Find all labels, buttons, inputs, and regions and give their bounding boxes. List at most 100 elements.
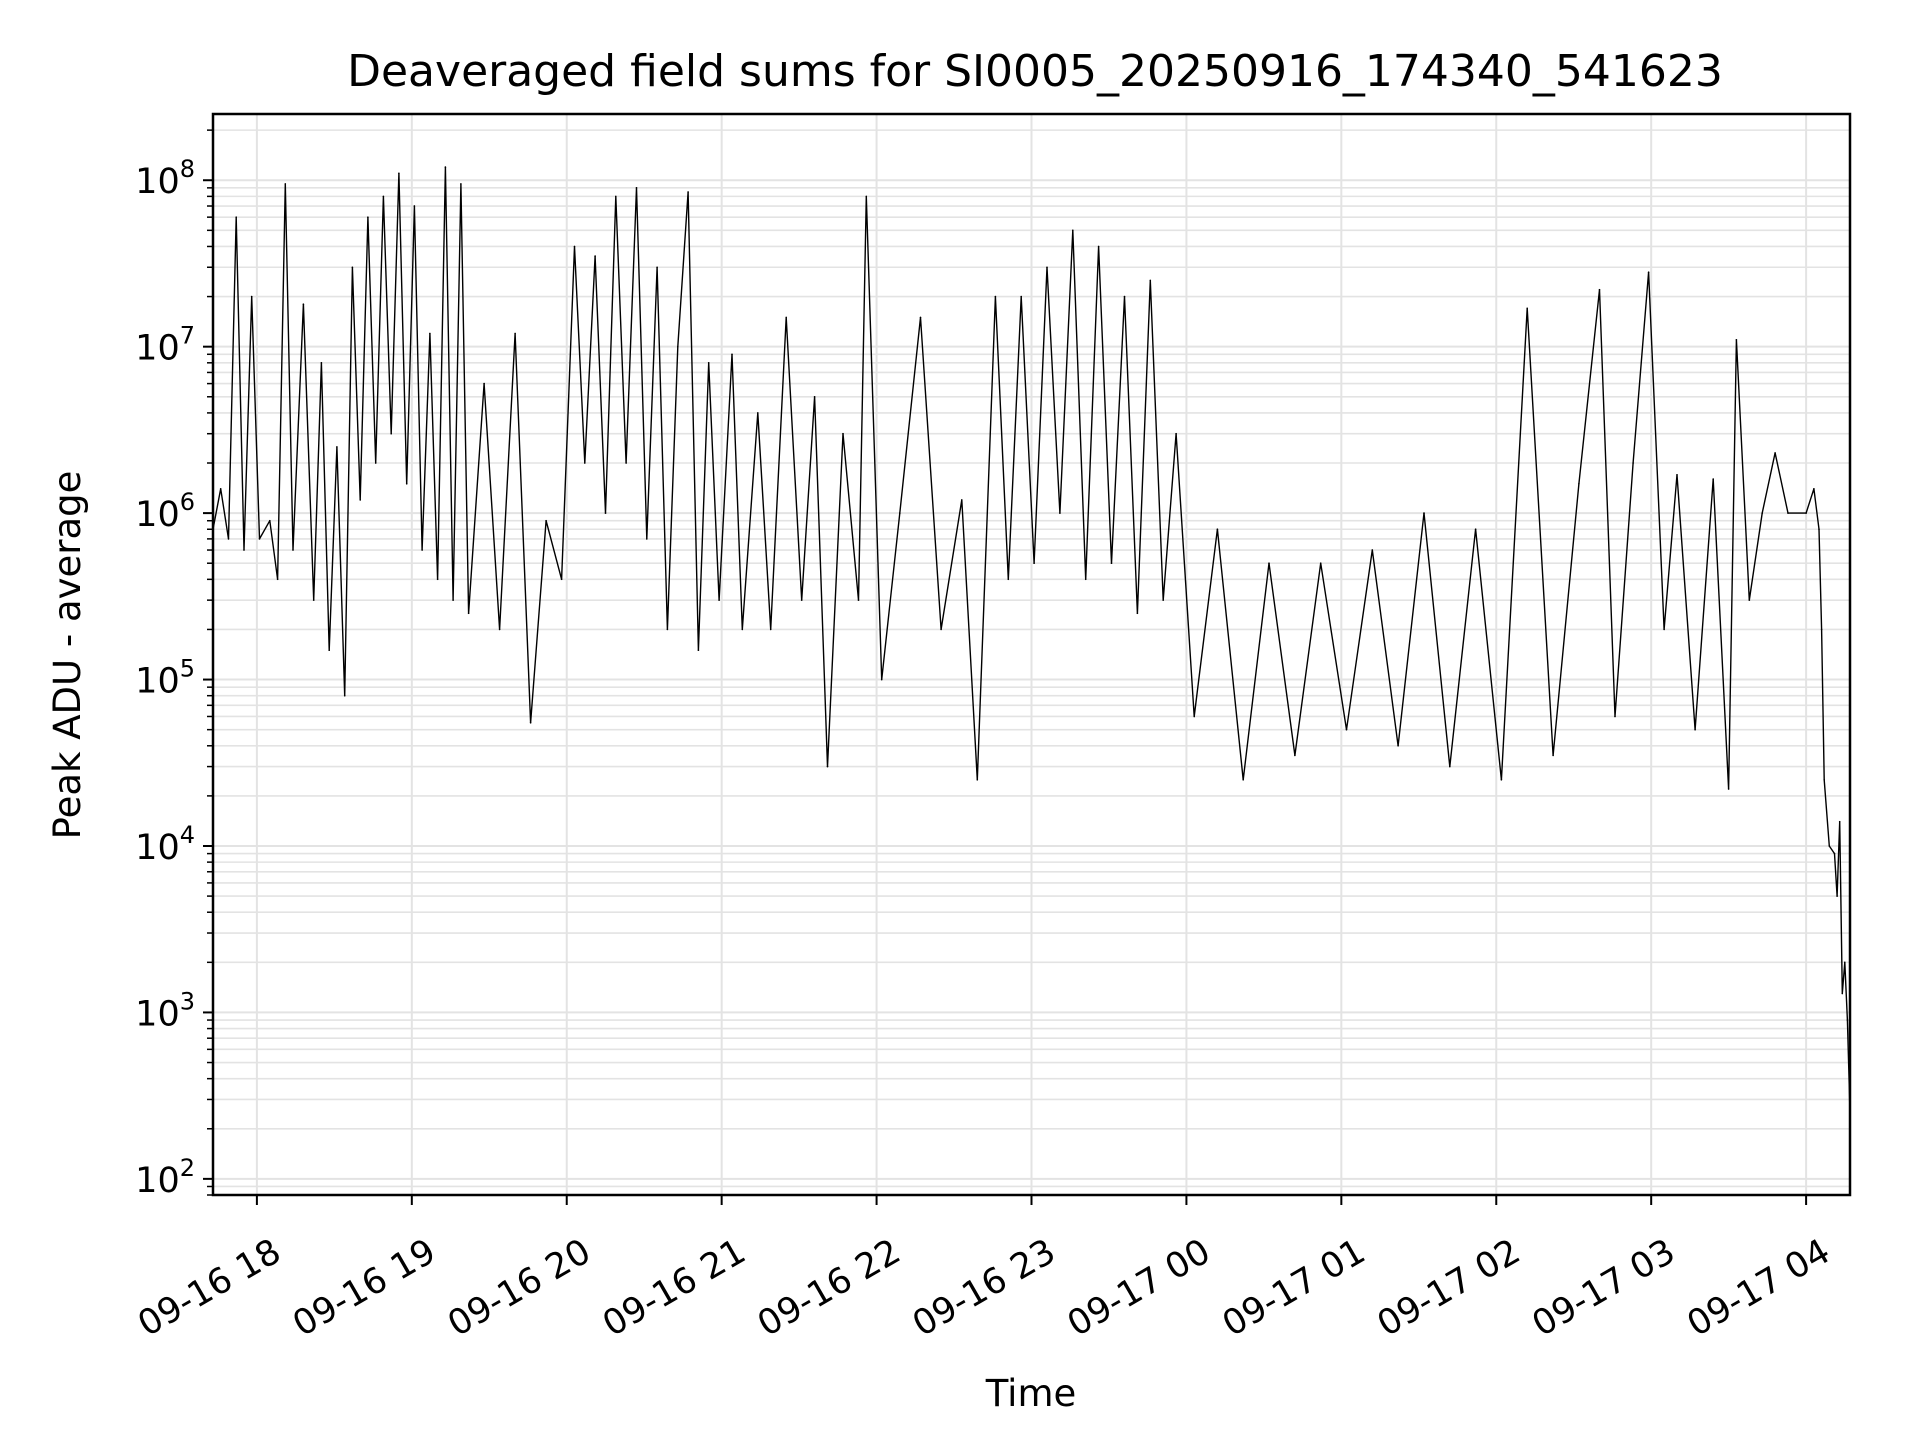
data-point	[467, 612, 470, 615]
data-point	[1787, 512, 1789, 514]
data-point	[1149, 279, 1152, 282]
data-point	[359, 499, 362, 501]
data-point	[1423, 512, 1425, 514]
data-point	[560, 578, 563, 581]
data-point	[1136, 612, 1139, 615]
data-point	[1841, 992, 1844, 995]
data-point	[429, 332, 431, 335]
data-point	[1838, 820, 1841, 823]
x-tick-label: 09-17 01	[1216, 1232, 1372, 1345]
y-tick-exponent: 8	[180, 155, 195, 183]
data-point	[1828, 845, 1831, 847]
data-point	[1162, 599, 1164, 601]
data-point	[1578, 483, 1580, 485]
data-point	[219, 488, 222, 490]
data-point	[731, 353, 733, 356]
data-point	[1110, 562, 1113, 564]
data-point	[1319, 562, 1322, 564]
data-point	[1059, 512, 1061, 514]
data-point	[1761, 512, 1763, 514]
data-point	[1818, 528, 1820, 530]
data-point	[1712, 478, 1714, 480]
data-point	[899, 512, 901, 514]
data-point	[302, 303, 305, 306]
x-tick-label: 09-16 23	[906, 1232, 1062, 1345]
data-point	[351, 266, 354, 269]
y-tick-base: 10	[135, 994, 180, 1034]
data-point	[320, 362, 323, 364]
data-point	[994, 295, 997, 298]
y-tick-exponent: 7	[180, 322, 195, 350]
data-point	[1294, 754, 1296, 757]
data-point	[1823, 779, 1825, 781]
data-point	[677, 345, 679, 348]
data-point	[1805, 512, 1807, 514]
data-point	[1123, 295, 1126, 298]
data-point	[514, 332, 516, 335]
data-point	[1242, 779, 1244, 781]
data-point	[227, 538, 230, 540]
y-tick-label: 103	[135, 987, 195, 1034]
data-point	[785, 316, 787, 319]
data-point	[343, 694, 346, 697]
data-point	[940, 628, 942, 631]
data-point	[483, 382, 485, 385]
y-tick-base: 10	[135, 828, 180, 868]
data-point	[1748, 599, 1751, 601]
y-tick-label: 106	[135, 488, 195, 535]
data-point	[666, 628, 669, 631]
data-point	[1727, 788, 1730, 790]
x-tick-label: 09-16 21	[596, 1232, 752, 1345]
data-point	[1846, 1019, 1849, 1021]
data-point	[1694, 728, 1696, 731]
data-point	[1020, 295, 1022, 298]
data-point	[1552, 754, 1554, 757]
data-point	[336, 446, 338, 448]
data-point	[529, 722, 532, 724]
data-point	[1046, 266, 1048, 269]
data-point	[374, 462, 377, 464]
data-point	[398, 172, 400, 175]
data-point	[413, 205, 416, 207]
data-point	[284, 183, 287, 185]
x-tick-label: 09-17 04	[1681, 1232, 1837, 1345]
data-point	[250, 295, 253, 298]
data-point	[1397, 745, 1399, 747]
data-point	[656, 266, 658, 269]
data-point	[1647, 271, 1650, 274]
y-tick-base: 10	[135, 162, 180, 202]
data-point	[498, 628, 501, 631]
x-tick-label: 09-16 20	[441, 1232, 597, 1345]
data-point	[1474, 528, 1477, 530]
data-point	[421, 549, 423, 551]
data-point	[646, 538, 648, 540]
data-point	[436, 578, 439, 581]
data-point	[635, 187, 638, 189]
y-tick-exponent: 3	[180, 987, 195, 1015]
y-tick-label: 102	[135, 1154, 195, 1201]
data-point	[573, 245, 576, 248]
y-tick-base: 10	[135, 495, 180, 535]
data-point	[919, 316, 922, 319]
data-point	[1033, 562, 1035, 564]
x-tick-label: 09-16 18	[132, 1232, 288, 1345]
data-point	[1193, 715, 1195, 718]
data-point	[1813, 488, 1815, 490]
data-point	[1175, 432, 1177, 435]
data-point	[707, 362, 710, 364]
data-point	[842, 432, 844, 435]
y-tick-exponent: 2	[180, 1154, 195, 1182]
data-point	[697, 649, 700, 651]
data-point	[961, 499, 963, 501]
data-point	[312, 599, 315, 601]
data-point	[757, 412, 759, 414]
data-point	[976, 779, 979, 781]
y-tick-label: 105	[135, 655, 195, 702]
y-tick-exponent: 5	[180, 655, 195, 683]
data-point	[718, 599, 720, 601]
y-tick-base: 10	[135, 662, 180, 702]
data-point	[1007, 578, 1010, 581]
